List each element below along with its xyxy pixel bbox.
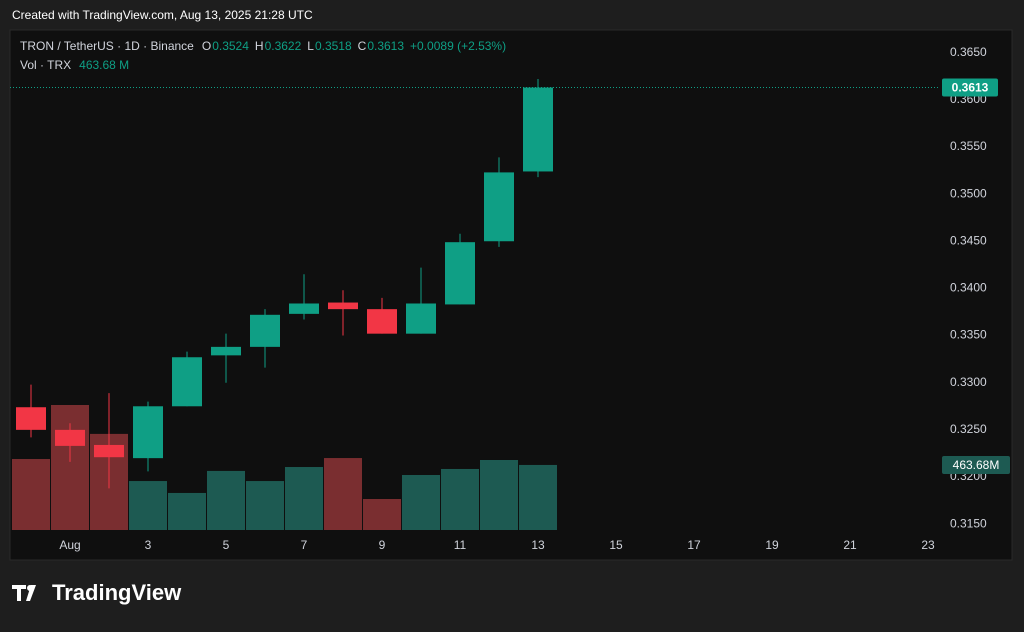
candle-body [211,346,241,356]
volume-bar [519,464,557,530]
x-tick-label: 3 [145,538,152,552]
volume-bar [441,468,479,530]
x-tick-label: 13 [531,538,545,552]
ohlc-value: 0.3613 [367,39,404,53]
volume-bar [402,475,440,530]
candle-body [367,309,397,334]
y-tick-label: 0.3650 [950,45,987,59]
x-tick-label: 9 [379,538,386,552]
candle-body [484,172,514,242]
ohlc-letter: L [307,39,314,53]
volume-bar [285,467,323,530]
volume-value: 463.68 M [79,58,129,72]
x-tick-label: 23 [921,538,935,552]
symbol: TRON / TetherUS · 1D · Binance [20,39,194,53]
x-tick-label: 7 [301,538,308,552]
candle-body [172,357,202,407]
logo-text: TradingView [52,580,182,605]
candle-body [445,242,475,305]
candle-body [289,303,319,314]
y-tick-label: 0.3250 [950,422,987,436]
ohlc-letter: H [255,39,264,53]
y-tick-label: 0.3400 [950,281,987,295]
x-tick-label: 17 [687,538,701,552]
volume-badge-label: 463.68M [953,458,1000,472]
candle-body [406,303,436,334]
candle-body [94,444,124,458]
x-tick-label: 5 [223,538,230,552]
volume-bar [246,481,284,530]
y-tick-label: 0.3300 [950,375,987,389]
x-tick-label: Aug [59,538,80,552]
candle-body [523,87,553,172]
ohlc-value: 0.3622 [265,39,302,53]
header: Created with TradingView.com, Aug 13, 20… [12,8,313,22]
x-tick-label: 15 [609,538,623,552]
price-badge-label: 0.3613 [952,81,989,95]
x-tick-label: 11 [454,538,467,552]
price-badge [942,78,998,97]
candle-body [250,314,280,347]
y-tick-label: 0.3550 [950,139,987,153]
volume-bar [363,498,401,530]
y-tick-label: 0.3150 [950,516,987,530]
change-label: +0.0089 (+2.53%) [410,39,506,53]
plot [12,79,557,530]
ohlc-value: 0.3518 [315,39,352,53]
volume-bar [168,492,206,530]
candle-body [133,406,163,459]
volume-bar [12,459,50,530]
volume-badge [942,455,1010,474]
volume-bar [207,470,245,530]
logo: TradingView [12,580,182,605]
candle-body [16,407,46,430]
volume-bar [480,459,518,530]
ohlc-value: 0.3524 [212,39,249,53]
x-tick-label: 21 [843,538,857,552]
volume-bar [324,458,362,530]
y-tick-label: 0.3450 [950,233,987,247]
ohlc-letter: C [358,39,367,53]
volume-bar [129,481,167,530]
candle-body [55,429,85,446]
logo-icon [12,585,36,601]
x-tick-label: 19 [765,538,779,552]
y-tick-label: 0.3350 [950,328,987,342]
volume-title: Vol · TRX [20,58,71,72]
candle-body [328,302,358,310]
ohlc-letter: O [202,39,211,53]
y-tick-label: 0.3500 [950,186,987,200]
